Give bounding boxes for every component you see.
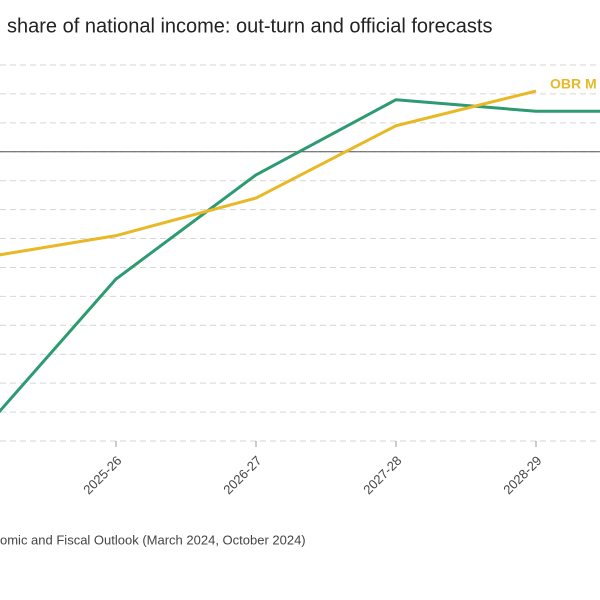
x-tick-label: 2025-26 <box>80 453 124 497</box>
chart-title: share of national income: out-turn and o… <box>7 15 492 37</box>
x-tick-label: 2028-29 <box>500 453 544 497</box>
source-note: omic and Fiscal Outlook (March 2024, Oct… <box>0 532 306 547</box>
x-tick-label: 2027-28 <box>360 453 404 497</box>
x-tick-label: 2026-27 <box>220 453 264 497</box>
series-line <box>0 98 600 414</box>
legend-label: OBR M <box>550 76 597 92</box>
series-line <box>0 89 537 257</box>
